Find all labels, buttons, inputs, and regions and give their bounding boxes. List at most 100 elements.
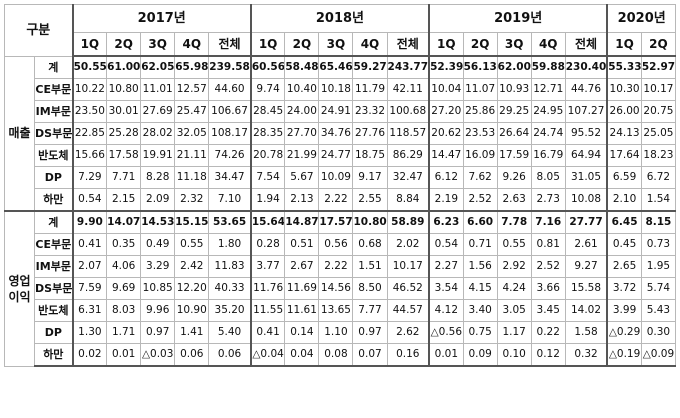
value-cell: 0.71 bbox=[462, 233, 498, 256]
value-cell: 12.20 bbox=[174, 277, 210, 300]
table-row: DS부문 7.59 9.69 10.85 12.20 40.33 11.76 11.69 14.… bbox=[5, 277, 677, 300]
value-cell: 1.17 bbox=[496, 321, 532, 344]
value-cell: 6.60 bbox=[462, 210, 498, 234]
value-cell: 24.95 bbox=[530, 100, 566, 123]
value-cell: 20.62 bbox=[428, 122, 464, 145]
row-label: 반도체 bbox=[34, 299, 74, 322]
value-cell: 10.80 bbox=[352, 210, 388, 234]
table-row: DP 7.29 7.71 8.28 11.18 34.47 7.54 5.67 10.09 9.1… bbox=[5, 166, 677, 189]
value-cell: 6.45 bbox=[606, 210, 642, 234]
value-cell: 27.69 bbox=[140, 100, 176, 123]
value-cell: 6.31 bbox=[71, 299, 108, 322]
value-cell: 3.45 bbox=[530, 299, 566, 322]
value-cell: 7.71 bbox=[106, 166, 142, 189]
value-cell: 4.15 bbox=[462, 277, 498, 300]
value-cell: 20.75 bbox=[640, 100, 677, 123]
value-cell: 3.99 bbox=[606, 299, 642, 322]
quarter-header-row: 1Q 2Q 3Q 4Q 전체 1Q 2Q 3Q 4Q 전체 1Q 2Q 3Q 4Q 전체 1Q 2Q bbox=[5, 32, 677, 57]
value-cell: 29.25 bbox=[496, 100, 532, 123]
value-cell: 17.57 bbox=[318, 210, 354, 234]
value-cell: 34.76 bbox=[318, 122, 354, 145]
quarter-header-cell: 2Q bbox=[640, 32, 677, 57]
value-cell: 3.66 bbox=[530, 277, 566, 300]
value-cell: 10.90 bbox=[174, 299, 210, 322]
value-cell: 106.67 bbox=[208, 100, 252, 123]
value-cell: 0.56 bbox=[318, 233, 354, 256]
quarter-header-cell: 3Q bbox=[140, 32, 176, 57]
value-cell: 9.27 bbox=[564, 255, 608, 278]
value-cell: 1.41 bbox=[174, 321, 210, 344]
value-cell: 24.91 bbox=[318, 100, 354, 123]
value-cell: 7.62 bbox=[462, 166, 498, 189]
value-cell: 31.05 bbox=[564, 166, 608, 189]
value-cell: 2.32 bbox=[174, 188, 210, 212]
value-cell: 0.97 bbox=[352, 321, 388, 344]
quarter-header-cell: 1Q bbox=[606, 32, 642, 57]
value-cell: 2.19 bbox=[428, 188, 464, 212]
value-cell: 3.77 bbox=[249, 255, 286, 278]
value-cell: 0.51 bbox=[284, 233, 320, 256]
value-cell: 0.75 bbox=[462, 321, 498, 344]
value-cell: 3.05 bbox=[496, 299, 532, 322]
value-cell: 10.18 bbox=[318, 78, 354, 101]
value-cell: 10.17 bbox=[640, 78, 677, 101]
value-cell: 17.58 bbox=[106, 144, 142, 167]
row-label: CE부문 bbox=[34, 233, 74, 256]
value-cell: 7.77 bbox=[352, 299, 388, 322]
value-cell: 118.57 bbox=[386, 122, 430, 145]
quarter-header-cell: 1Q bbox=[249, 32, 286, 57]
value-cell: 8.50 bbox=[352, 277, 388, 300]
value-cell: 0.35 bbox=[106, 233, 142, 256]
value-cell: 9.17 bbox=[352, 166, 388, 189]
value-cell: 4.06 bbox=[106, 255, 142, 278]
value-cell: 15.66 bbox=[71, 144, 108, 167]
value-cell: 2.22 bbox=[318, 255, 354, 278]
quarter-header-cell: 4Q bbox=[530, 32, 566, 57]
value-cell: 58.89 bbox=[386, 210, 430, 234]
value-cell: 53.65 bbox=[208, 210, 252, 234]
value-cell: 8.05 bbox=[530, 166, 566, 189]
value-cell: 52.97 bbox=[640, 55, 677, 79]
value-cell: 28.02 bbox=[140, 122, 176, 145]
row-label: 계 bbox=[34, 55, 74, 79]
value-cell: 3.54 bbox=[428, 277, 464, 300]
value-cell: 0.06 bbox=[174, 343, 210, 367]
value-cell: 23.32 bbox=[352, 100, 388, 123]
value-cell: 1.54 bbox=[640, 188, 677, 212]
row-label: 하만 bbox=[34, 188, 74, 212]
value-cell: 32.05 bbox=[174, 122, 210, 145]
value-cell: 22.85 bbox=[71, 122, 108, 145]
value-cell: 2.61 bbox=[564, 233, 608, 256]
value-cell: 2.02 bbox=[386, 233, 430, 256]
value-cell: 10.40 bbox=[284, 78, 320, 101]
value-cell: 10.80 bbox=[106, 78, 142, 101]
value-cell: 0.68 bbox=[352, 233, 388, 256]
value-cell: 28.45 bbox=[249, 100, 286, 123]
value-cell: 34.47 bbox=[208, 166, 252, 189]
value-cell: 0.04 bbox=[284, 343, 320, 367]
value-cell: 14.53 bbox=[140, 210, 176, 234]
value-cell: 25.05 bbox=[640, 122, 677, 145]
value-cell: 9.74 bbox=[249, 78, 286, 101]
value-cell: 9.96 bbox=[140, 299, 176, 322]
value-cell: 2.42 bbox=[174, 255, 210, 278]
value-cell: 10.04 bbox=[428, 78, 464, 101]
value-cell: 10.08 bbox=[564, 188, 608, 212]
value-cell: 8.03 bbox=[106, 299, 142, 322]
value-cell: 0.73 bbox=[640, 233, 677, 256]
value-cell: 0.55 bbox=[174, 233, 210, 256]
value-cell: 239.58 bbox=[208, 55, 252, 79]
value-cell: 5.43 bbox=[640, 299, 677, 322]
value-cell: 7.10 bbox=[208, 188, 252, 212]
value-cell: 6.59 bbox=[606, 166, 642, 189]
quarter-header-cell: 전체 bbox=[564, 32, 608, 57]
table-row: DP 1.30 1.71 0.97 1.41 5.40 0.41 0.14 1.10 0.97 2.… bbox=[5, 321, 677, 344]
value-cell: 11.79 bbox=[352, 78, 388, 101]
value-cell: 11.69 bbox=[284, 277, 320, 300]
value-cell: 10.93 bbox=[496, 78, 532, 101]
table-row: 매출 계 50.55 61.00 62.05 65.98 239.58 60.56 58.48 6… bbox=[3, 55, 677, 212]
value-cell: 1.10 bbox=[318, 321, 354, 344]
year-header-2019: 2019년 bbox=[428, 4, 608, 33]
table-row: CE부문 0.41 0.35 0.49 0.55 1.80 0.28 0.51 0.56 0.68… bbox=[5, 233, 677, 256]
corner-label: 구분 bbox=[3, 4, 74, 56]
